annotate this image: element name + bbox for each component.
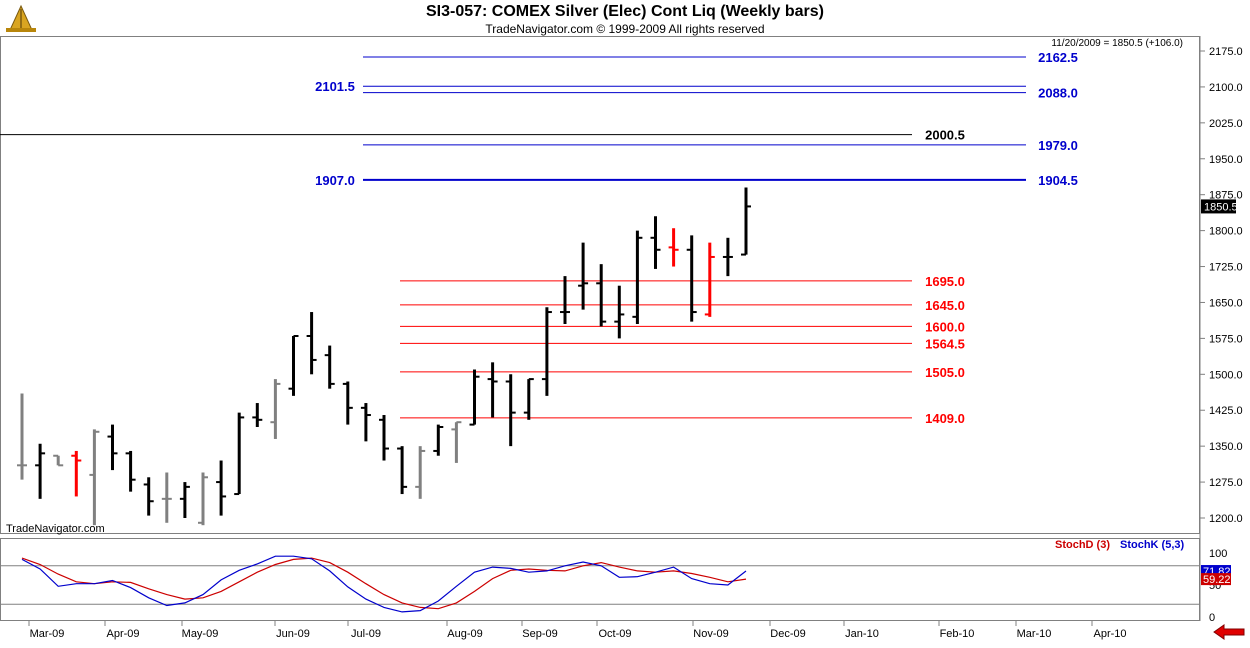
stochd-last-label: 59.22 xyxy=(1203,574,1231,586)
x-tick-label: Nov-09 xyxy=(693,628,728,640)
y-tick-label: 1425.0 xyxy=(1209,405,1243,417)
y-tick-label: 1275.0 xyxy=(1209,477,1243,489)
support-label: 1600.0 xyxy=(925,319,965,334)
y-tick-label: 1575.0 xyxy=(1209,333,1243,345)
oscillator-panel-frame xyxy=(0,538,1200,621)
y-tick-label: 1725.0 xyxy=(1209,262,1243,274)
stochd-legend: StochD (3) xyxy=(1055,539,1110,551)
x-tick-label: Jun-09 xyxy=(276,628,310,640)
x-tick-label: Dec-09 xyxy=(770,628,805,640)
y-tick-label: 1950.0 xyxy=(1209,154,1243,166)
chart-title: SI3-057: COMEX Silver (Elec) Cont Liq (W… xyxy=(425,3,825,20)
x-tick-label: Apr-09 xyxy=(106,628,139,640)
resistance-label: 2101.5 xyxy=(315,79,355,94)
osc-y-tick-label: 0 xyxy=(1209,612,1215,624)
x-tick-label: Sep-09 xyxy=(522,628,557,640)
y-tick-label: 1350.0 xyxy=(1209,441,1243,453)
resistance-label: 2088.0 xyxy=(1038,86,1078,101)
last-price-box xyxy=(1201,199,1236,214)
y-tick-label: 1800.0 xyxy=(1209,226,1243,238)
resistance-label: 1907.0 xyxy=(315,173,355,188)
x-tick-label: Oct-09 xyxy=(598,628,631,640)
x-tick-label: Mar-10 xyxy=(1017,628,1052,640)
resistance-label: 1979.0 xyxy=(1038,138,1078,153)
y-tick-label: 2025.0 xyxy=(1209,118,1243,130)
stochd-last-box xyxy=(1201,573,1231,586)
x-tick-label: Aug-09 xyxy=(447,628,482,640)
last-info-label: 11/20/2009 = 1850.5 (+106.0) xyxy=(1051,38,1183,49)
x-tick-label: Feb-10 xyxy=(940,628,975,640)
copyright-subtitle: TradeNavigator.com © 1999-2009 All right… xyxy=(485,22,765,36)
stochk-legend: StochK (5,3) xyxy=(1120,539,1185,551)
y-tick-label: 1650.0 xyxy=(1209,297,1243,309)
red-left-arrow-icon[interactable] xyxy=(1212,624,1246,640)
x-tick-label: Mar-09 xyxy=(30,628,65,640)
stoch-series-line xyxy=(21,557,747,610)
support-label: 1505.0 xyxy=(925,365,965,380)
support-label: 1564.5 xyxy=(925,336,965,351)
stoch-series-line xyxy=(21,555,747,613)
watermark: TradeNavigator.com xyxy=(6,523,105,535)
x-tick-label: Jan-10 xyxy=(845,628,879,640)
y-tick-label: 1500.0 xyxy=(1209,369,1243,381)
support-label: 1645.0 xyxy=(925,298,965,313)
y-tick-label: 1200.0 xyxy=(1209,513,1243,525)
y-tick-label: 2175.0 xyxy=(1209,46,1243,58)
resistance-label: 2000.5 xyxy=(925,128,965,143)
resistance-label: 1904.5 xyxy=(1038,173,1078,188)
support-label: 1695.0 xyxy=(925,274,965,289)
x-tick-label: May-09 xyxy=(182,628,219,640)
osc-y-tick-label: 100 xyxy=(1209,548,1227,560)
trade-navigator-logo-icon[interactable] xyxy=(4,4,38,34)
x-tick-label: Jul-09 xyxy=(351,628,381,640)
x-tick-label: Apr-10 xyxy=(1093,628,1126,640)
y-tick-label: 2100.0 xyxy=(1209,82,1243,94)
support-label: 1409.0 xyxy=(925,411,965,426)
y-tick-label: 1875.0 xyxy=(1209,190,1243,202)
resistance-label: 2162.5 xyxy=(1038,50,1078,65)
last-price-label: 1850.5 xyxy=(1204,201,1238,213)
